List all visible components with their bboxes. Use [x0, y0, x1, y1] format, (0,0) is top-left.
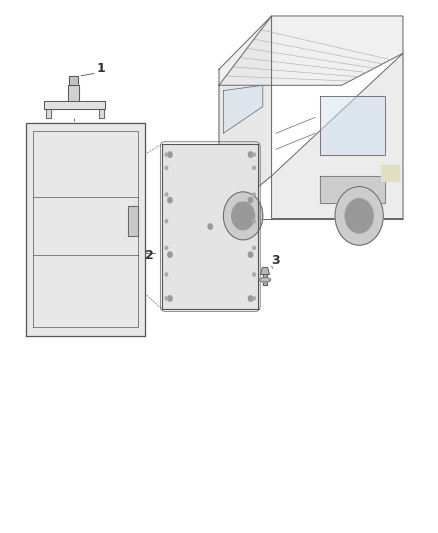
Circle shape: [253, 193, 255, 196]
Circle shape: [165, 220, 168, 223]
Polygon shape: [44, 101, 105, 109]
Circle shape: [168, 296, 172, 301]
Ellipse shape: [259, 278, 271, 282]
Polygon shape: [68, 85, 79, 101]
Polygon shape: [261, 268, 269, 274]
Polygon shape: [219, 16, 272, 219]
Polygon shape: [320, 96, 385, 155]
Circle shape: [253, 246, 255, 249]
Circle shape: [248, 252, 253, 257]
Circle shape: [165, 273, 168, 276]
Circle shape: [168, 197, 172, 203]
Circle shape: [248, 296, 253, 301]
Circle shape: [223, 192, 263, 240]
Circle shape: [253, 166, 255, 169]
Circle shape: [253, 297, 255, 300]
Circle shape: [165, 166, 168, 169]
Circle shape: [165, 246, 168, 249]
Polygon shape: [272, 53, 403, 219]
Polygon shape: [223, 85, 263, 133]
Circle shape: [168, 252, 172, 257]
Circle shape: [168, 152, 172, 157]
Circle shape: [165, 297, 168, 300]
Text: 1: 1: [96, 62, 105, 75]
Circle shape: [253, 273, 255, 276]
Polygon shape: [99, 109, 104, 118]
Circle shape: [335, 187, 383, 245]
Circle shape: [345, 199, 373, 233]
Polygon shape: [128, 206, 138, 236]
Polygon shape: [46, 109, 51, 118]
Circle shape: [248, 152, 253, 157]
Circle shape: [253, 220, 255, 223]
Circle shape: [232, 202, 254, 230]
Polygon shape: [219, 16, 403, 85]
Circle shape: [165, 153, 168, 156]
Polygon shape: [162, 144, 258, 309]
Circle shape: [208, 224, 212, 229]
Polygon shape: [26, 123, 145, 336]
Circle shape: [165, 193, 168, 196]
Circle shape: [248, 197, 253, 203]
Polygon shape: [381, 165, 399, 181]
Polygon shape: [320, 176, 385, 203]
Bar: [263, 274, 267, 285]
Polygon shape: [69, 76, 78, 85]
Text: 2: 2: [145, 249, 153, 262]
Circle shape: [253, 153, 255, 156]
Text: 3: 3: [272, 254, 280, 266]
